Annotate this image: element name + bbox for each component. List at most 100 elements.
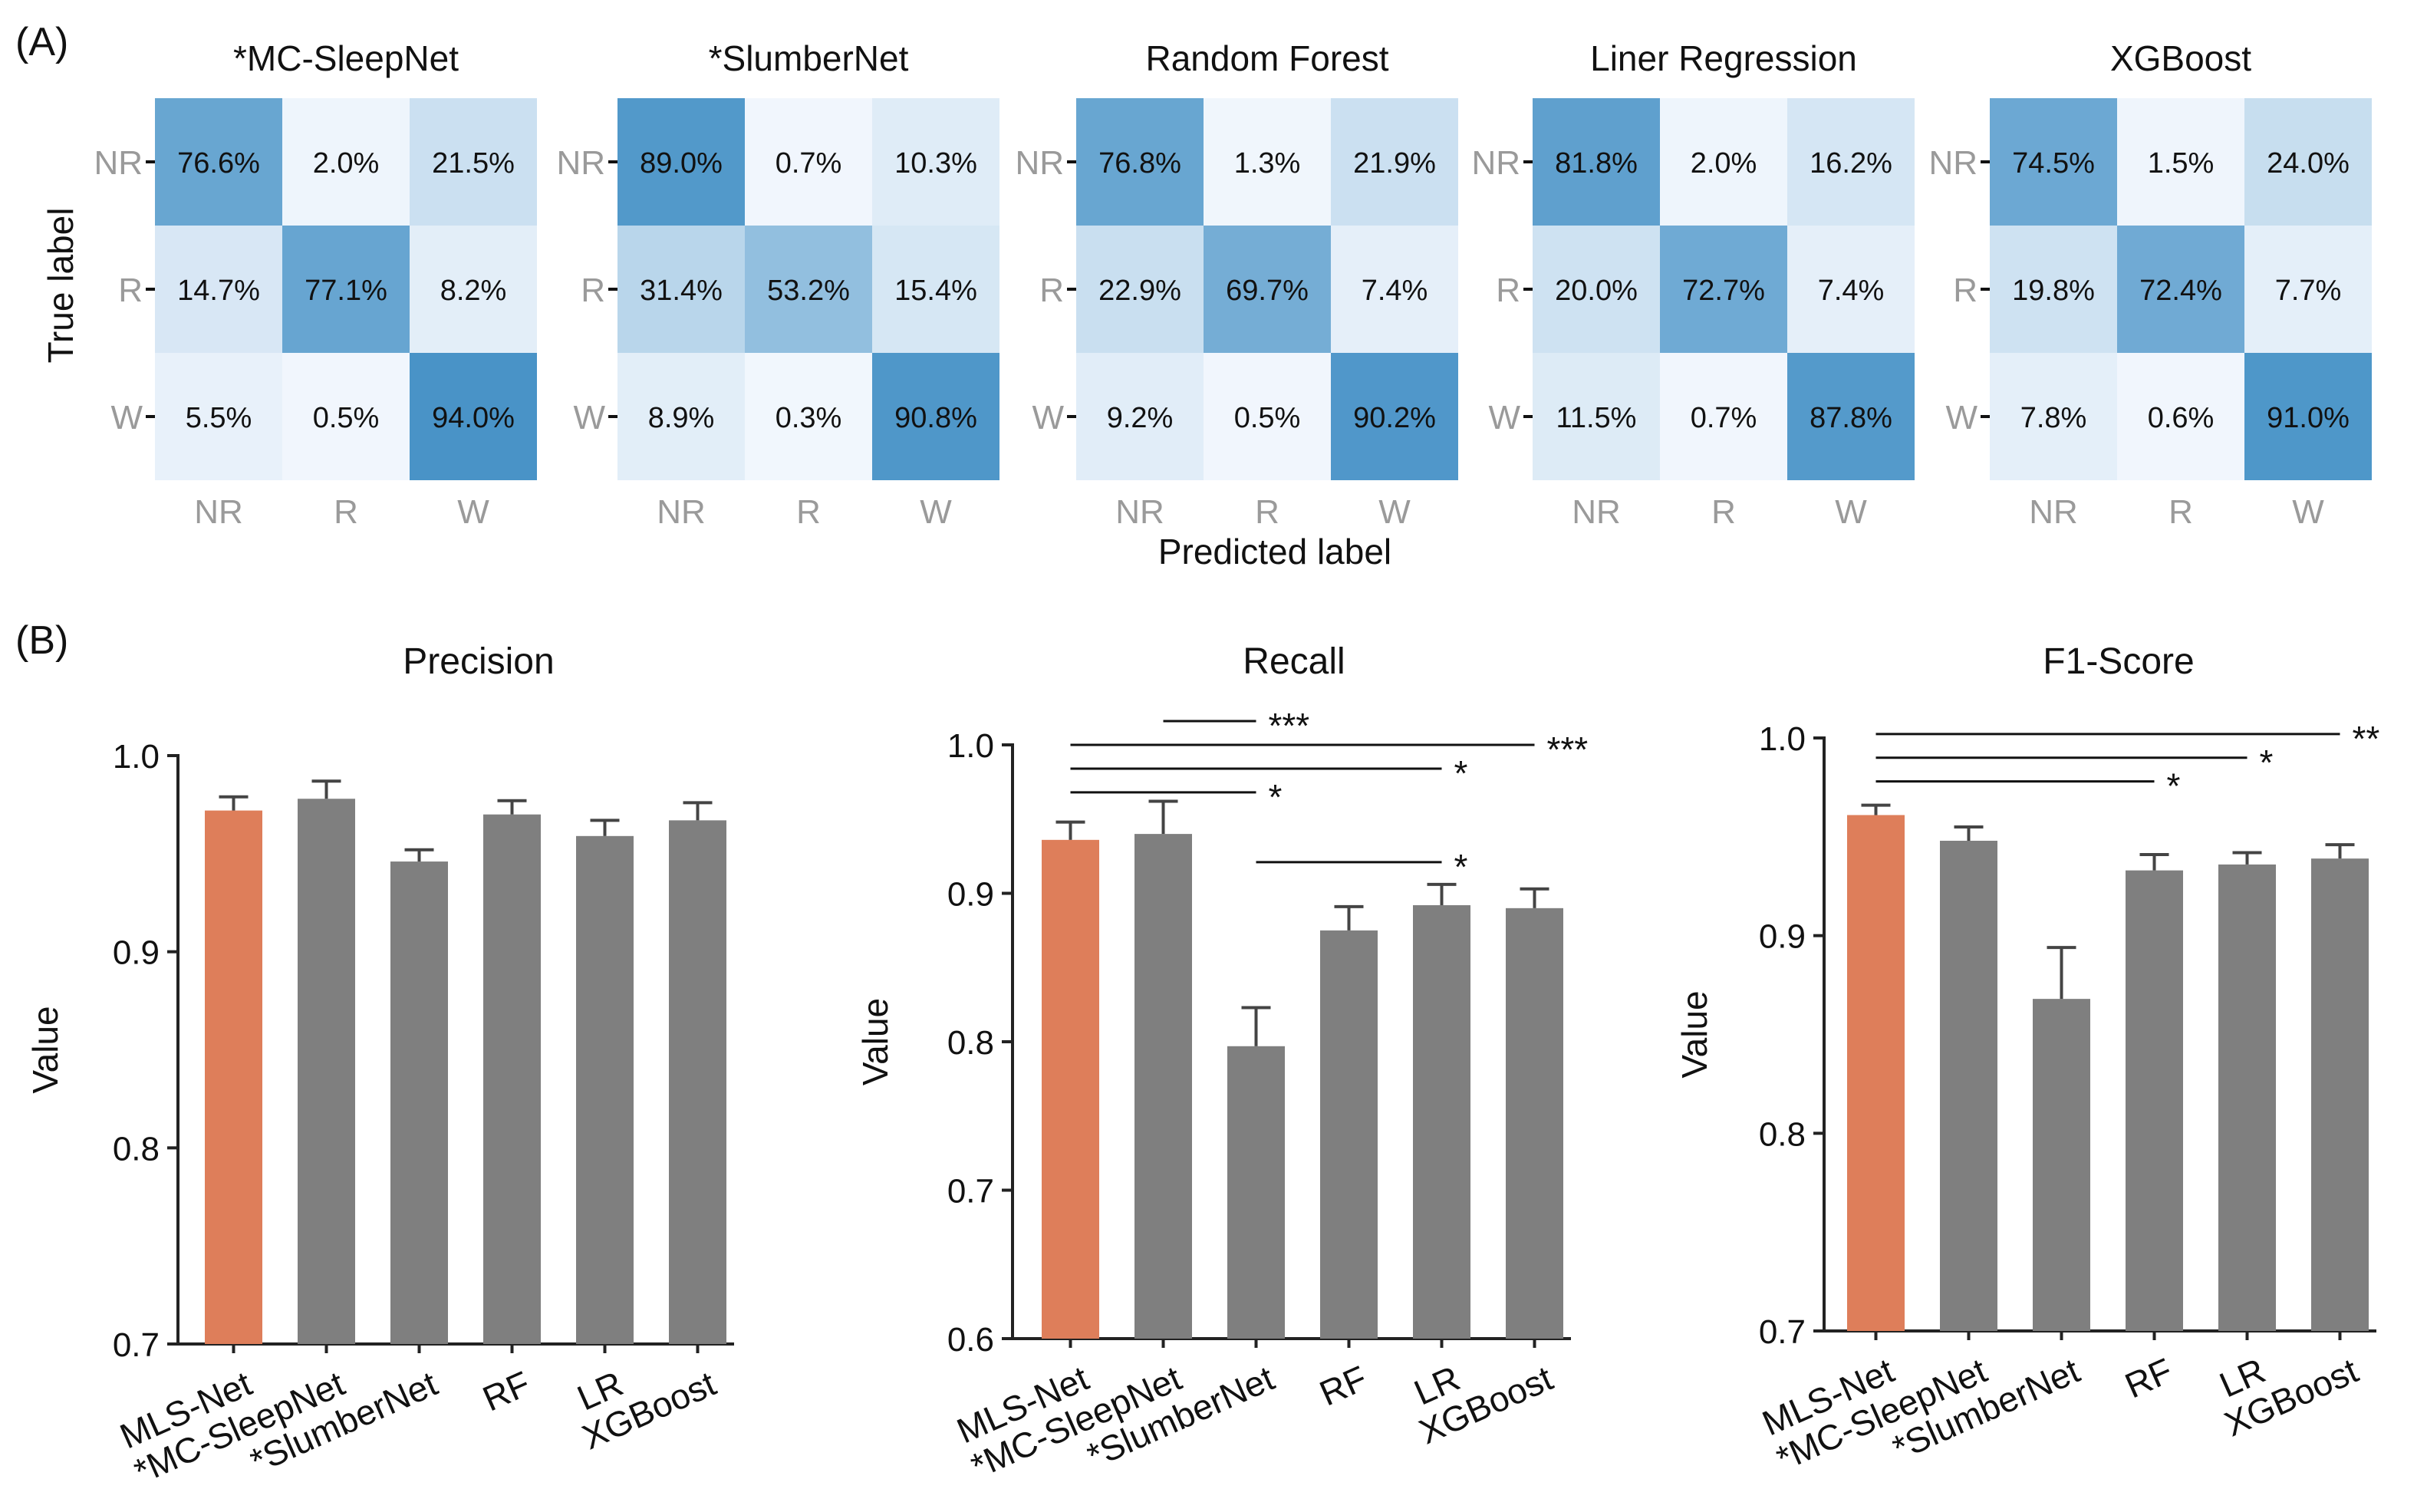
bar [576,835,634,1344]
matrix-xtick-label: NR [1115,493,1164,531]
significance-marker: *** [1547,730,1589,769]
y-tick-label: 0.7 [947,1173,994,1211]
bar [1413,904,1470,1339]
matrix-xtick-label: W [920,493,952,531]
matrix-xtick-label: R [334,493,358,531]
matrix-ytick-label: W [1488,399,1520,436]
matrix-cell [1660,98,1787,226]
matrix-cell-value: 77.1% [305,275,387,307]
matrix-cell [155,98,282,226]
y-tick-label: 1.0 [113,738,160,776]
matrix-cell [1787,353,1915,480]
matrix-cell-value: 20.0% [1555,275,1638,307]
confusion-y-label: True label [41,208,81,364]
matrix-cell-value: 89.0% [640,147,723,180]
matrix-ytick-label: W [1032,399,1064,436]
matrix-cell [745,226,872,353]
bar [1847,815,1905,1331]
matrix-title: *SlumberNet [709,38,909,78]
panel-label-b: (B) [15,618,68,663]
y-tick-label: 0.7 [113,1326,160,1364]
matrix-cell [617,98,745,226]
matrix-cell-value: 1.3% [1234,147,1301,180]
matrix-cell-value: 21.9% [1353,147,1436,180]
matrix-cell-value: 81.8% [1555,147,1638,180]
matrix-cell-value: 76.6% [177,147,260,180]
matrix-xtick-label: R [1711,493,1736,531]
y-tick-label: 1.0 [1759,720,1806,758]
matrix-cell-value: 69.7% [1226,275,1309,307]
chart-title: F1-Score [2043,641,2194,682]
bar-charts: PrecisionValue0.70.80.91.0MLS-Net*MC-Sle… [25,641,2379,1491]
matrix-cell [155,353,282,480]
matrix-cell-value: 2.0% [1691,147,1757,180]
matrix-cell-value: 72.4% [2139,275,2222,307]
x-tick-label: RF [1313,1358,1372,1413]
matrix-ytick-label: W [1945,399,1977,436]
matrix-cell-value: 7.8% [2020,402,2087,434]
matrix-cell [1990,226,2117,353]
matrix-cell-value: 16.2% [1810,147,1892,180]
y-tick-label: 0.8 [947,1024,994,1062]
y-axis-label: Value [855,998,895,1085]
significance-marker: * [1269,777,1283,817]
matrix-ytick-label: W [573,399,605,436]
matrix-cell [155,226,282,353]
bar-chart-2: F1-ScoreValue0.70.80.91.0MLS-Net*MC-Slee… [1675,641,2379,1478]
matrix-cell [410,226,537,353]
matrix-cell-value: 8.2% [440,275,507,307]
matrix-cell-value: 53.2% [767,275,850,307]
matrix-cell [1533,226,1660,353]
matrix-cell-value: 0.3% [776,402,842,434]
matrix-cell [1331,98,1458,226]
matrix-cell [2117,353,2244,480]
y-axis-label: Value [1675,990,1714,1078]
y-tick-label: 0.6 [947,1321,994,1359]
matrix-cell [872,226,999,353]
confusion-matrix-4: XGBoost 74.5% 1.5% 24.0% 19.8% 72.4% 7.7% 7.8% 0… [1928,38,2372,531]
bar [2033,999,2090,1331]
matrix-cell [410,98,537,226]
matrix-xtick-label: NR [657,493,706,531]
matrix-cell [1533,98,1660,226]
bar [2218,864,2276,1331]
matrix-cell [1660,353,1787,480]
matrix-cell [1076,98,1204,226]
matrix-cell-value: 7.7% [2275,275,2342,307]
matrix-cell [617,353,745,480]
matrix-cell [282,226,410,353]
matrix-ytick-label: R [1953,272,1977,309]
matrix-ytick-label: NR [1928,144,1977,182]
bar [1940,840,1997,1331]
confusion-x-label: Predicted label [1158,532,1391,572]
matrix-cell-value: 74.5% [2012,147,2095,180]
matrix-cell-value: 1.5% [2148,147,2215,180]
matrix-cell-value: 72.7% [1682,275,1765,307]
matrix-cell [1076,226,1204,353]
matrix-cell [2244,353,2372,480]
y-tick-label: 1.0 [947,727,994,765]
x-tick-label: RF [476,1363,535,1418]
matrix-title: Liner Regression [1590,38,1857,78]
matrix-cell [1331,353,1458,480]
significance-marker: *** [1269,706,1310,746]
matrix-cell [1533,353,1660,480]
matrix-cell-value: 76.8% [1098,147,1181,180]
matrix-cell [2117,98,2244,226]
matrix-cell [872,98,999,226]
matrix-cell-value: 0.5% [313,402,380,434]
bar [669,820,726,1344]
matrix-cell [2244,226,2372,353]
matrix-xtick-label: W [1378,493,1411,531]
matrix-ytick-label: NR [1471,144,1520,182]
matrix-cell-value: 7.4% [1362,275,1428,307]
matrix-cell [1990,353,2117,480]
matrix-cell-value: 22.9% [1098,275,1181,307]
significance-marker: ** [2353,719,2380,759]
matrix-ytick-label: NR [1015,144,1064,182]
matrix-cell-value: 87.8% [1810,402,1892,434]
y-axis-label: Value [25,1006,65,1093]
bar [2311,858,2369,1331]
matrix-xtick-label: W [2292,493,2324,531]
y-tick-label: 0.9 [113,934,160,972]
